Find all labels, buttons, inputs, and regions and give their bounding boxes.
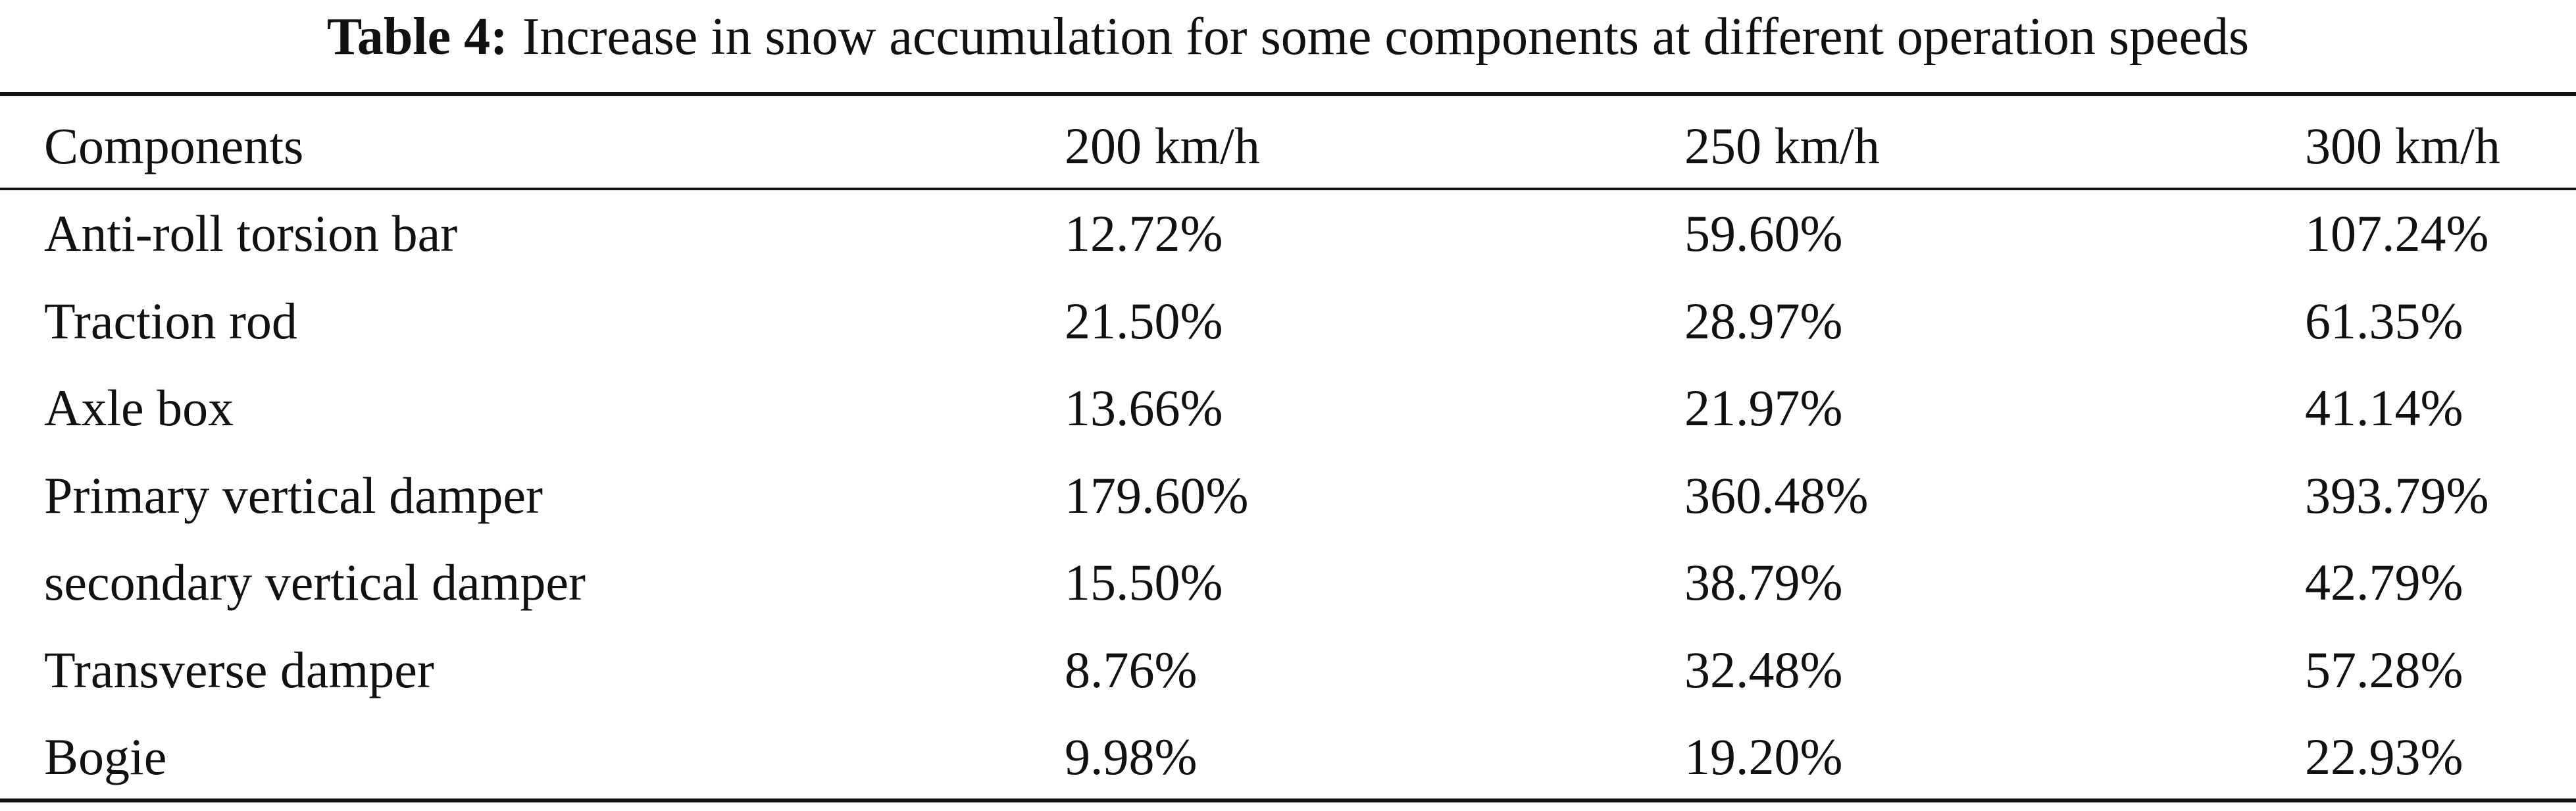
data-cell: 21.97% <box>1684 379 1843 436</box>
data-cell: 12.72% <box>1065 205 1223 262</box>
data-cell: 393.79% <box>2305 466 2489 524</box>
header-cell: 200 km/h <box>1065 117 1260 174</box>
data-cell: 21.50% <box>1065 292 1223 350</box>
header-rule <box>0 188 2576 190</box>
top-rule <box>0 92 2576 96</box>
row-label: Traction rod <box>44 292 297 350</box>
row-label: Axle box <box>44 379 234 436</box>
caption-label: Table 4: <box>326 8 508 66</box>
row-label: Primary vertical damper <box>44 466 543 524</box>
data-cell: 57.28% <box>2305 641 2463 698</box>
caption-text: Increase in snow accumulation for some c… <box>522 8 2250 66</box>
data-cell: 22.93% <box>2305 728 2463 785</box>
row-label: Bogie <box>44 728 167 785</box>
row-label: Anti-roll torsion bar <box>44 205 458 262</box>
row-label: secondary vertical damper <box>44 554 586 611</box>
data-cell: 9.98% <box>1065 728 1198 785</box>
data-cell: 107.24% <box>2305 205 2489 262</box>
header-cell: 300 km/h <box>2305 117 2500 174</box>
data-cell: 59.60% <box>1684 205 1843 262</box>
header-cell: Components <box>44 117 304 174</box>
data-cell: 38.79% <box>1684 554 1843 611</box>
table-caption: Table 4: Increase in snow accumulation fo… <box>0 5 2576 68</box>
data-cell: 41.14% <box>2305 379 2463 436</box>
data-cell: 360.48% <box>1684 466 1869 524</box>
header-cell: 250 km/h <box>1684 117 1880 174</box>
row-label: Transverse damper <box>44 641 434 698</box>
data-cell: 32.48% <box>1684 641 1843 698</box>
data-cell: 15.50% <box>1065 554 1223 611</box>
data-cell: 61.35% <box>2305 292 2463 350</box>
data-cell: 19.20% <box>1684 728 1843 785</box>
data-cell: 179.60% <box>1065 466 1249 524</box>
data-cell: 8.76% <box>1065 641 1198 698</box>
data-cell: 13.66% <box>1065 379 1223 436</box>
data-cell: 28.97% <box>1684 292 1843 350</box>
data-cell: 42.79% <box>2305 554 2463 611</box>
bottom-rule <box>0 798 2576 802</box>
